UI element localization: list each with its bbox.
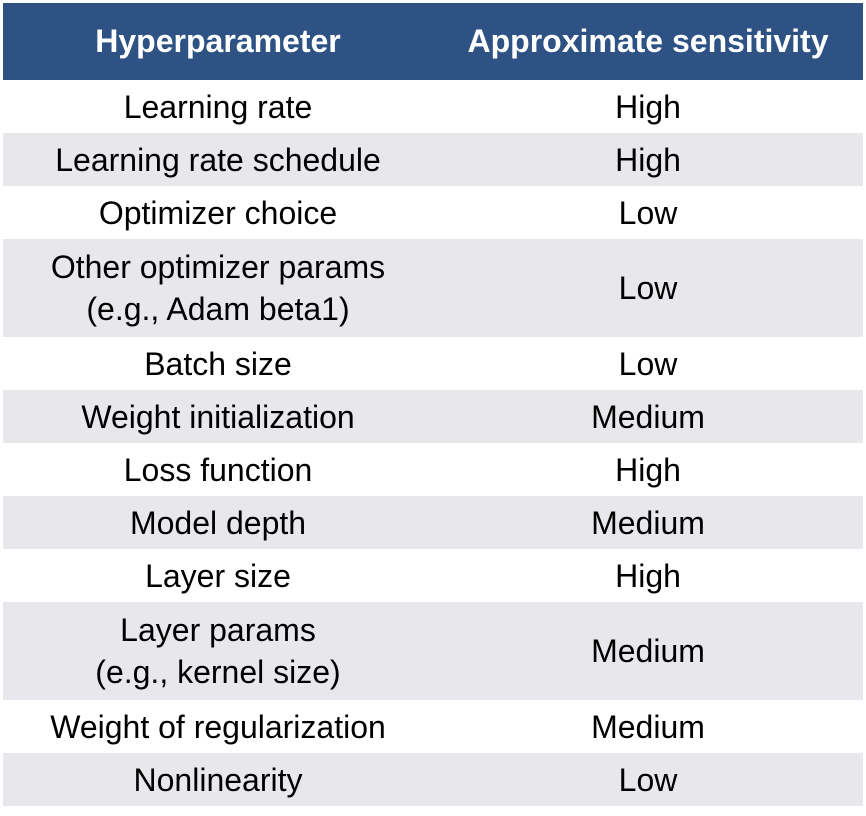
header-hyperparameter: Hyperparameter [95, 23, 341, 59]
param-text: Learning rate schedule [55, 141, 381, 178]
param-text: Batch size [144, 345, 292, 382]
param-cell: Layer size [3, 555, 433, 597]
sensitivity-cell: High [615, 88, 681, 125]
param-cell: Other optimizer params (e.g., Adam beta1… [3, 246, 433, 330]
param-text: Nonlinearity [133, 761, 303, 798]
table-row: Weight of regularization Medium [3, 700, 863, 753]
table-row: Other optimizer params (e.g., Adam beta1… [3, 239, 863, 337]
sensitivity-cell: Low [618, 194, 678, 231]
param-note: (e.g., kernel size) [95, 654, 341, 690]
param-cell: Loss function [3, 449, 433, 491]
param-cell: Nonlinearity [3, 759, 433, 801]
header-approximate-sensitivity: Approximate sensitivity [467, 23, 829, 59]
param-cell: Weight of regularization [3, 706, 433, 748]
param-cell: Weight initialization [3, 396, 433, 438]
param-text: Weight of regularization [50, 708, 386, 745]
param-text: Loss function [123, 451, 313, 488]
table-row: Batch size Low [3, 337, 863, 390]
hyperparameter-table: Hyperparameter Approximate sensitivity L… [3, 3, 863, 806]
table-row: Optimizer choice Low [3, 186, 863, 239]
param-text: Layer size [145, 557, 291, 594]
param-cell: Model depth [3, 502, 433, 544]
table-row: Layer size High [3, 549, 863, 602]
sensitivity-cell: Medium [591, 708, 705, 745]
sensitivity-cell: Medium [591, 633, 705, 669]
param-cell: Optimizer choice [3, 192, 433, 234]
table-row: Layer params (e.g., kernel size) Medium [3, 602, 863, 700]
param-cell: Layer params (e.g., kernel size) [3, 609, 433, 693]
param-note: (e.g., Adam beta1) [86, 291, 350, 327]
table-row: Learning rate High [3, 80, 863, 133]
table-row: Loss function High [3, 443, 863, 496]
sensitivity-cell: High [615, 557, 681, 594]
sensitivity-cell: Low [618, 761, 678, 798]
table-row: Model depth Medium [3, 496, 863, 549]
param-text: Learning rate [123, 88, 313, 125]
table-header: Hyperparameter Approximate sensitivity [3, 3, 863, 80]
table-row: Nonlinearity Low [3, 753, 863, 806]
param-text: Weight initialization [81, 398, 355, 435]
param-text: Layer params [120, 612, 316, 648]
table-row: Weight initialization Medium [3, 390, 863, 443]
table-row: Learning rate schedule High [3, 133, 863, 186]
sensitivity-cell: High [615, 451, 681, 488]
param-cell: Batch size [3, 343, 433, 385]
sensitivity-cell: Medium [591, 398, 705, 435]
param-text: Model depth [129, 504, 307, 541]
param-cell: Learning rate schedule [3, 139, 433, 181]
sensitivity-cell: High [615, 141, 681, 178]
param-text: Other optimizer params [50, 249, 386, 285]
sensitivity-cell: Low [618, 270, 678, 306]
param-text: Optimizer choice [98, 194, 338, 231]
sensitivity-cell: Low [618, 345, 678, 382]
param-cell: Learning rate [3, 86, 433, 128]
sensitivity-cell: Medium [591, 504, 705, 541]
